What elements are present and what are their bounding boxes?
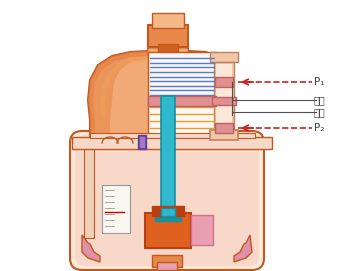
FancyBboxPatch shape [152,13,184,28]
FancyBboxPatch shape [75,135,259,266]
Text: P₂: P₂ [314,123,324,133]
Polygon shape [88,44,233,145]
Text: P₁: P₁ [314,77,325,87]
FancyBboxPatch shape [155,213,181,221]
Polygon shape [88,51,148,143]
Polygon shape [93,49,227,143]
FancyBboxPatch shape [210,130,238,140]
FancyBboxPatch shape [152,255,182,267]
FancyBboxPatch shape [138,135,146,149]
FancyBboxPatch shape [215,77,233,87]
FancyBboxPatch shape [216,64,232,132]
FancyBboxPatch shape [161,208,175,216]
FancyBboxPatch shape [70,131,264,270]
Polygon shape [234,235,252,262]
Polygon shape [100,56,148,118]
FancyBboxPatch shape [191,215,213,245]
FancyBboxPatch shape [148,25,188,47]
FancyBboxPatch shape [161,96,175,216]
FancyBboxPatch shape [102,185,130,233]
FancyBboxPatch shape [152,206,184,216]
Text: 活塞: 活塞 [314,95,326,105]
FancyBboxPatch shape [157,262,177,270]
FancyBboxPatch shape [90,133,255,138]
FancyBboxPatch shape [212,97,236,105]
FancyBboxPatch shape [139,136,145,148]
FancyBboxPatch shape [84,148,94,238]
FancyBboxPatch shape [72,137,272,149]
FancyBboxPatch shape [148,96,216,106]
FancyBboxPatch shape [145,213,191,248]
FancyBboxPatch shape [215,123,233,133]
FancyBboxPatch shape [148,52,216,140]
FancyBboxPatch shape [158,44,178,56]
Polygon shape [82,235,100,262]
FancyBboxPatch shape [214,62,234,134]
FancyBboxPatch shape [210,52,238,62]
Text: 气缸: 气缸 [314,107,326,117]
